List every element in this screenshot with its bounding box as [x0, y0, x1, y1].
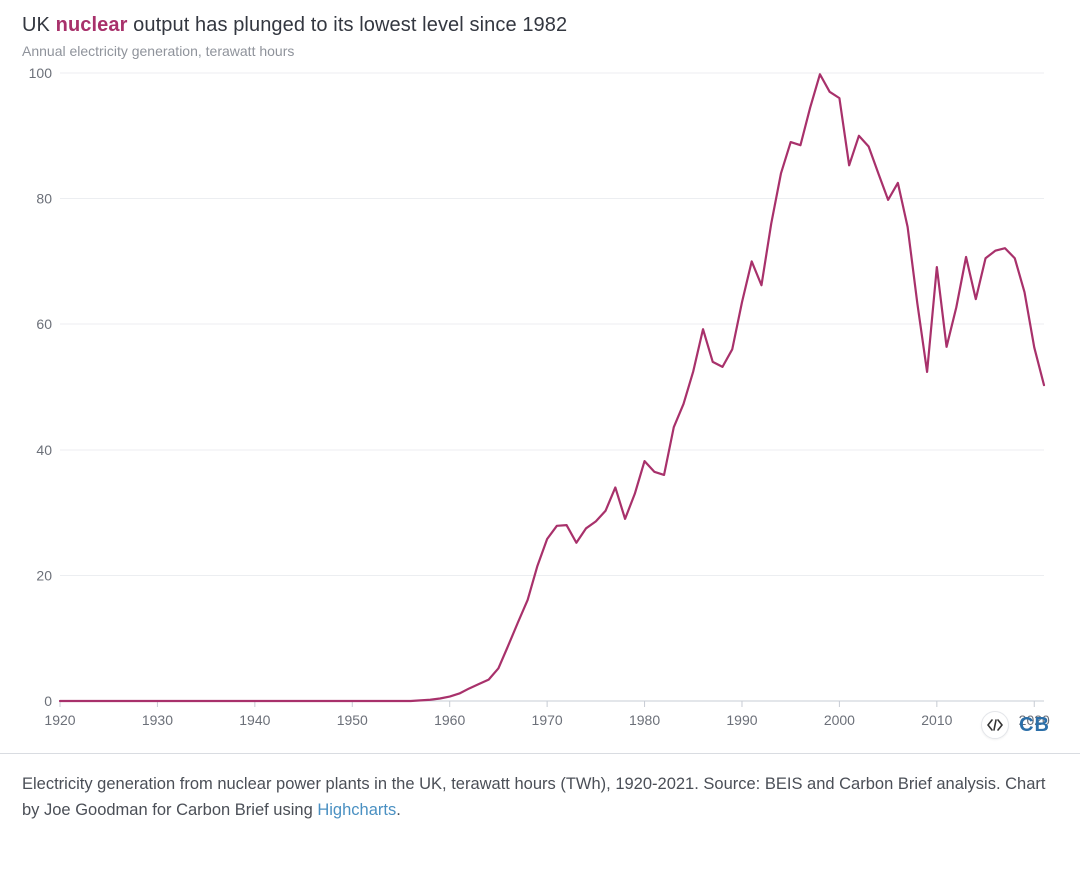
x-tick-label: 1920	[44, 712, 75, 728]
y-tick-label: 80	[36, 191, 52, 207]
chart-subtitle: Annual electricity generation, terawatt …	[22, 43, 1058, 59]
x-tick-label: 1940	[239, 712, 270, 728]
chart-title: UK nuclear output has plunged to its low…	[22, 14, 1058, 37]
y-tick-label: 100	[29, 65, 53, 81]
x-tick-label: 2010	[921, 712, 952, 728]
x-tick-label: 2000	[824, 712, 855, 728]
caption-link[interactable]: Highcharts	[317, 801, 396, 819]
x-tick-label: 1980	[629, 712, 660, 728]
code-icon	[987, 719, 1003, 731]
embed-button[interactable]	[981, 711, 1009, 739]
caption-suffix: .	[396, 801, 401, 819]
x-tick-label: 1930	[142, 712, 173, 728]
y-tick-label: 20	[36, 567, 52, 583]
chart-credits: CB	[981, 711, 1050, 739]
x-tick-label: 1950	[337, 712, 368, 728]
y-tick-label: 60	[36, 316, 52, 332]
chart-container: UK nuclear output has plunged to its low…	[0, 0, 1080, 753]
series-line-nuclear	[60, 74, 1044, 701]
caption: Electricity generation from nuclear powe…	[0, 753, 1080, 843]
y-tick-label: 0	[44, 693, 52, 709]
title-highlight: nuclear	[56, 14, 128, 36]
carbonbrief-logo[interactable]: CB	[1019, 714, 1050, 737]
title-suffix: output has plunged to its lowest level s…	[127, 14, 567, 36]
plot-area: 0 20 40 60 80 100 1920 1930 1940 1950 1960 1970 1980…	[22, 65, 1054, 745]
x-tick-label: 1990	[726, 712, 757, 728]
y-tick-label: 40	[36, 442, 52, 458]
x-tick-label: 1970	[532, 712, 563, 728]
caption-text: Electricity generation from nuclear powe…	[22, 775, 1045, 819]
title-prefix: UK	[22, 14, 56, 36]
plot-svg: 0 20 40 60 80 100 1920 1930 1940 1950 1960 1970 1980…	[22, 65, 1054, 745]
x-tick-label: 1960	[434, 712, 465, 728]
